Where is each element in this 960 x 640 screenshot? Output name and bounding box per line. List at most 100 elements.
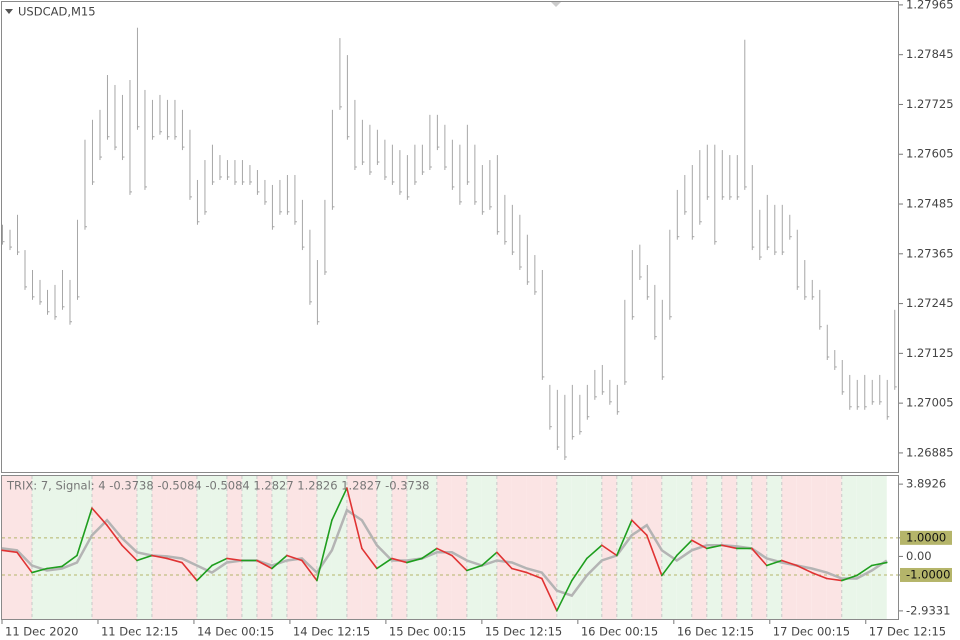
indicator-title: TRIX: 7, Signal: 4 -0.3738 -0.5084 -0.50… [6, 479, 429, 493]
trix-segment [661, 554, 678, 577]
trend-band [16, 476, 32, 619]
trix-segment [286, 554, 303, 562]
y-tick-label: 1.27605 [906, 147, 954, 161]
x-tick-label: 14 Dec 00:15 [197, 625, 274, 639]
trix-segment [121, 544, 138, 562]
trend-band [436, 476, 452, 619]
trend-band [406, 476, 422, 619]
x-tick-label: 15 Dec 12:15 [485, 625, 562, 639]
trix-segment [181, 561, 198, 582]
trend-band [541, 476, 557, 619]
trix-segment [151, 554, 168, 560]
trend-band [166, 476, 182, 619]
trix-segment [361, 547, 378, 570]
y-tick-label: 3.8926 [906, 477, 946, 491]
trend-band [91, 476, 107, 619]
y-tick-label: 1.27125 [906, 346, 954, 360]
trend-band [751, 476, 767, 619]
trix-segment [616, 519, 633, 557]
y-tick-label: 1.27365 [906, 246, 954, 260]
trend-band [796, 476, 812, 619]
y-tick-label: 1.0000 [906, 530, 946, 544]
symbol-menu-arrow[interactable] [5, 9, 13, 14]
trix-segment [646, 534, 663, 577]
y-tick-label: 1.27245 [906, 296, 954, 310]
trix-segment [840, 574, 858, 582]
trix-segment [556, 579, 573, 612]
symbol-title: USDCAD,M15 [18, 5, 96, 19]
trix-segment [631, 519, 648, 537]
trend-band [826, 476, 842, 619]
trend-band [181, 476, 197, 619]
trix-segment [331, 487, 348, 522]
x-tick-label: 17 Dec 00:15 [773, 625, 850, 639]
trend-band [121, 476, 137, 619]
trix-segment [16, 551, 33, 574]
trix-segment [256, 559, 273, 570]
trix-segment [406, 557, 423, 564]
indicator-frame [1, 475, 899, 620]
trend-band [46, 476, 62, 619]
trix-segment [765, 559, 783, 567]
x-tick-label: 16 Dec 12:15 [677, 625, 754, 639]
trix-segment [720, 544, 738, 550]
trend-band [871, 476, 887, 619]
trend-band [451, 476, 467, 619]
trix-segment [376, 557, 393, 570]
trend-band [301, 476, 317, 619]
trix-segment [391, 557, 408, 564]
trend-band [196, 476, 212, 619]
trend-band [31, 476, 47, 619]
x-tick-label: 11 Dec 12:15 [101, 625, 178, 639]
trix-segment [316, 519, 333, 582]
y-tick-label: 1.26885 [906, 445, 954, 459]
trix-segment [810, 571, 828, 580]
trix-segment [346, 487, 363, 550]
trend-band [661, 476, 677, 619]
trix-segment [226, 557, 243, 562]
trend-band [526, 476, 542, 619]
trix-segment [91, 507, 108, 527]
trix-segment [271, 554, 288, 570]
level-label-box [900, 530, 952, 545]
trix-segment [511, 567, 528, 574]
trix-segment [795, 564, 813, 574]
trix-segment [691, 539, 708, 550]
y-tick-label: -1.0000 [906, 567, 950, 581]
trix-segment [106, 524, 123, 547]
trix-segment [870, 561, 888, 567]
trend-band [811, 476, 827, 619]
trend-band [151, 476, 167, 619]
trend-band [466, 476, 482, 619]
trend-band [376, 476, 392, 619]
x-tick-label: 16 Dec 00:15 [581, 625, 658, 639]
y-tick-label: 1.27965 [906, 0, 954, 11]
trix-segment [496, 551, 513, 570]
trix-segment [586, 544, 603, 560]
trend-band [766, 476, 782, 619]
trix-segment [166, 557, 183, 564]
trix-segment [46, 565, 63, 570]
trend-band [646, 476, 662, 619]
trend-band [286, 476, 302, 619]
x-tick-label: 14 Dec 12:15 [293, 625, 370, 639]
trend-band [781, 476, 797, 619]
trix-segment [571, 557, 588, 582]
shift-marker [551, 2, 561, 7]
trix-segment [136, 554, 153, 562]
price-frame [1, 1, 899, 473]
y-tick-label: 1.27485 [906, 197, 954, 211]
trend-band [226, 476, 242, 619]
trix-segment [31, 567, 48, 574]
trend-band [841, 476, 857, 619]
trix-segment [436, 547, 453, 557]
trend-band [391, 476, 407, 619]
trend-band [2, 476, 17, 619]
y-tick-label: 1.27005 [906, 396, 954, 410]
trix-segment [780, 559, 798, 567]
trix-segment [421, 547, 438, 560]
trix-segment [466, 564, 483, 572]
trend-band [616, 476, 632, 619]
trend-band [241, 476, 257, 619]
